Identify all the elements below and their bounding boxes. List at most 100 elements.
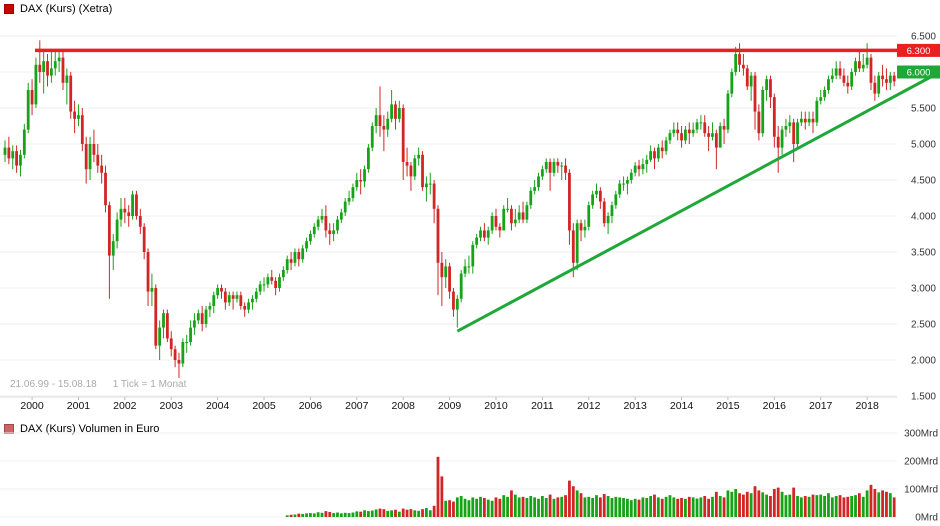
candle-body: [235, 295, 239, 299]
candle-body: [413, 158, 417, 177]
volume-bar: [448, 500, 451, 517]
candle-body: [285, 259, 289, 270]
volume-bar: [309, 513, 312, 517]
volume-bar: [707, 498, 711, 517]
candle-body: [328, 230, 332, 234]
volume-bar: [510, 490, 513, 517]
candle-body: [289, 259, 293, 263]
year-label: 2009: [438, 400, 462, 412]
candle-body: [811, 118, 815, 123]
year-label: 2008: [392, 400, 416, 412]
volume-bar: [301, 513, 305, 517]
volume-bar: [780, 491, 784, 517]
volume-bar: [803, 496, 807, 517]
candle-body: [165, 313, 169, 339]
candle-body: [26, 90, 30, 130]
volume-bar: [552, 498, 556, 517]
candle-body: [231, 295, 235, 299]
volume-bar: [807, 496, 811, 517]
candle-body: [452, 291, 455, 310]
candle-body: [61, 57, 65, 83]
volume-bar: [324, 511, 328, 517]
candle-body: [726, 93, 730, 130]
candle-body: [19, 154, 22, 166]
volume-bar: [413, 510, 417, 517]
volume-bar: [355, 511, 359, 517]
volume-bar: [653, 494, 656, 517]
volume-axis-label: 300Mrd: [904, 429, 938, 440]
candle-body: [455, 298, 459, 310]
candle-body: [104, 172, 107, 206]
candle-body: [200, 313, 204, 324]
candle-body: [703, 122, 707, 134]
volume-bar: [479, 496, 482, 517]
candle-body: [885, 79, 888, 83]
volume-bar: [556, 497, 560, 517]
candle-body: [243, 306, 247, 310]
volume-bar: [776, 487, 780, 517]
candle-body: [486, 230, 490, 238]
support-value-chip: [897, 65, 940, 79]
volume-bar: [838, 495, 842, 517]
volume-bar: [784, 495, 788, 517]
candle-body: [301, 248, 305, 260]
candle-body: [656, 147, 660, 159]
candle-body: [355, 180, 359, 188]
candle-body: [575, 223, 579, 263]
volume-bar: [289, 514, 293, 517]
candle-body: [305, 241, 308, 249]
year-label: 2011: [531, 400, 554, 412]
candle-body: [150, 288, 154, 292]
candle-body: [769, 79, 772, 98]
candle-body: [227, 295, 231, 303]
volume-bar: [649, 496, 653, 517]
volume-bar: [471, 497, 475, 517]
candle-body: [877, 75, 881, 94]
candle-body: [606, 216, 610, 224]
candle-body: [339, 212, 343, 220]
candle-body: [270, 277, 274, 281]
volume-bar: [618, 497, 622, 517]
volume-bar: [417, 510, 421, 517]
candle-body: [742, 64, 745, 69]
candle-body: [618, 183, 622, 195]
candle-body: [69, 75, 73, 112]
volume-bar: [637, 499, 641, 517]
candle-body: [691, 129, 695, 134]
volume-bar: [382, 509, 386, 517]
candle-body: [397, 108, 401, 119]
volume-bar: [865, 490, 869, 517]
volume-bar: [711, 496, 714, 517]
candle-body: [676, 129, 680, 134]
volume-bar: [568, 480, 571, 517]
candle-body: [579, 223, 583, 231]
volume-bar: [312, 513, 316, 517]
candle-body: [730, 72, 734, 94]
candle-body: [544, 162, 548, 170]
volume-bar: [610, 497, 614, 517]
year-label: 2003: [160, 400, 184, 412]
year-label: 2018: [855, 400, 879, 412]
volume-bar: [378, 508, 382, 517]
candle-body: [583, 226, 587, 231]
volume-bar: [614, 496, 618, 517]
year-label: 2012: [577, 400, 601, 412]
candle-body: [92, 144, 96, 155]
volume-bar: [482, 497, 486, 517]
candle-body: [34, 64, 38, 105]
candle-body: [815, 100, 819, 123]
candle-body: [80, 115, 84, 144]
candle-body: [629, 172, 633, 180]
volume-bar: [351, 512, 355, 517]
candle-body: [185, 342, 189, 343]
candle-body: [220, 288, 223, 292]
volume-bar: [405, 509, 409, 517]
candle-body: [506, 208, 509, 210]
volume-bar: [297, 513, 301, 517]
candle-body: [448, 266, 451, 292]
candle-body: [749, 75, 753, 87]
candle-body: [482, 230, 486, 238]
volume-bar: [394, 509, 397, 517]
candle-body: [560, 165, 564, 167]
